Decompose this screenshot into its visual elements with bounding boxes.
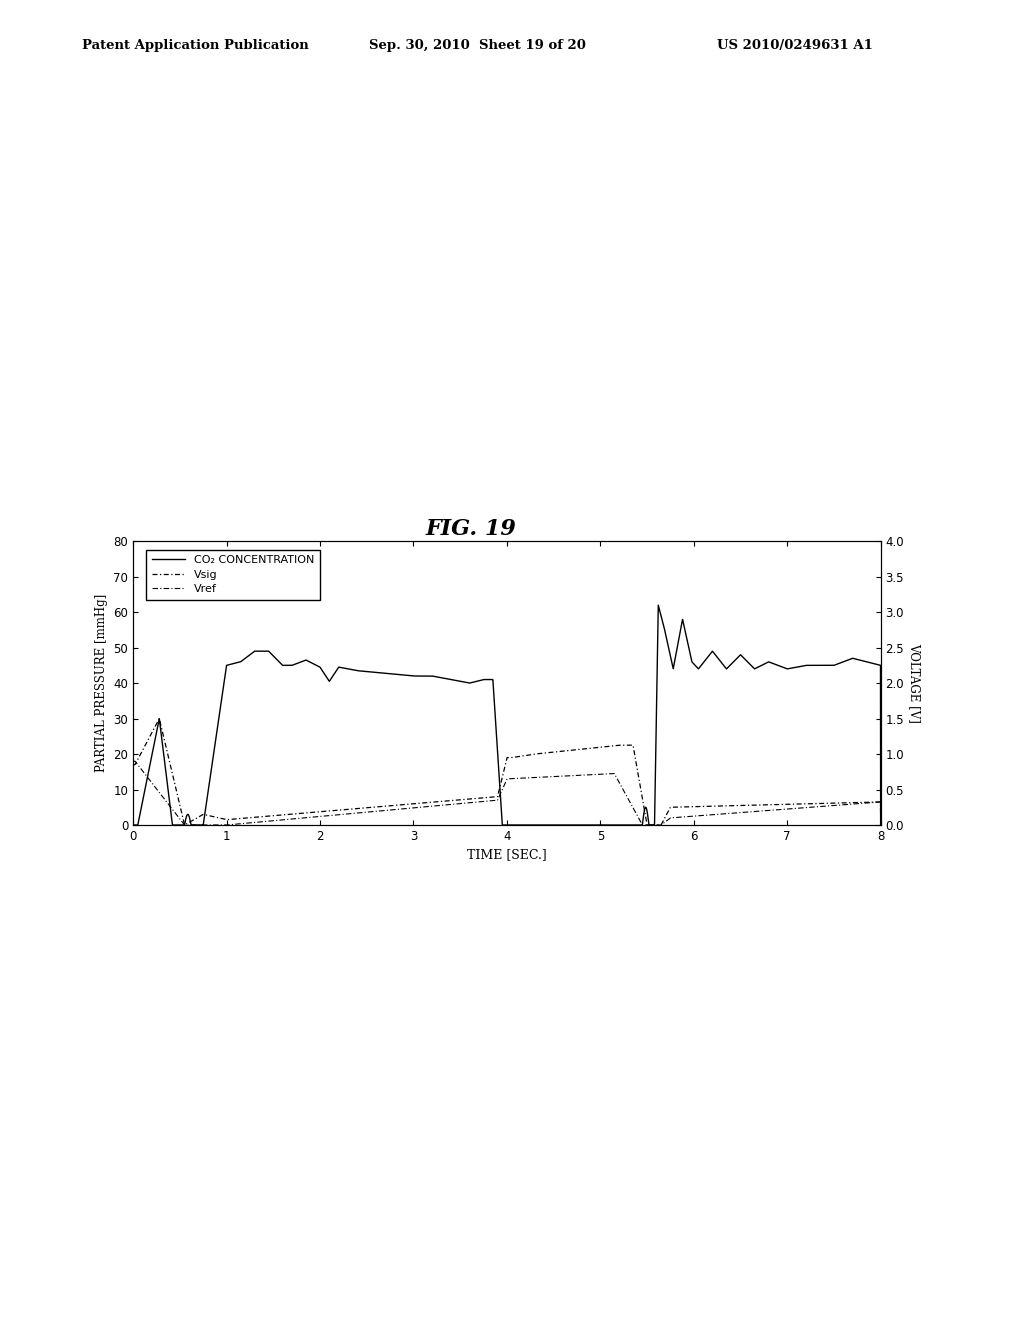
X-axis label: TIME [SEC.]: TIME [SEC.] [467, 849, 547, 862]
Text: Patent Application Publication: Patent Application Publication [82, 38, 308, 51]
Text: FIG. 19: FIG. 19 [426, 517, 516, 540]
Text: Sep. 30, 2010  Sheet 19 of 20: Sep. 30, 2010 Sheet 19 of 20 [369, 38, 586, 51]
Y-axis label: VOLTAGE [V]: VOLTAGE [V] [908, 643, 921, 723]
Y-axis label: PARTIAL PRESSURE [mmHg]: PARTIAL PRESSURE [mmHg] [95, 594, 108, 772]
Text: US 2010/0249631 A1: US 2010/0249631 A1 [717, 38, 872, 51]
Legend: CO₂ CONCENTRATION, Vsig, Vref: CO₂ CONCENTRATION, Vsig, Vref [146, 549, 319, 599]
